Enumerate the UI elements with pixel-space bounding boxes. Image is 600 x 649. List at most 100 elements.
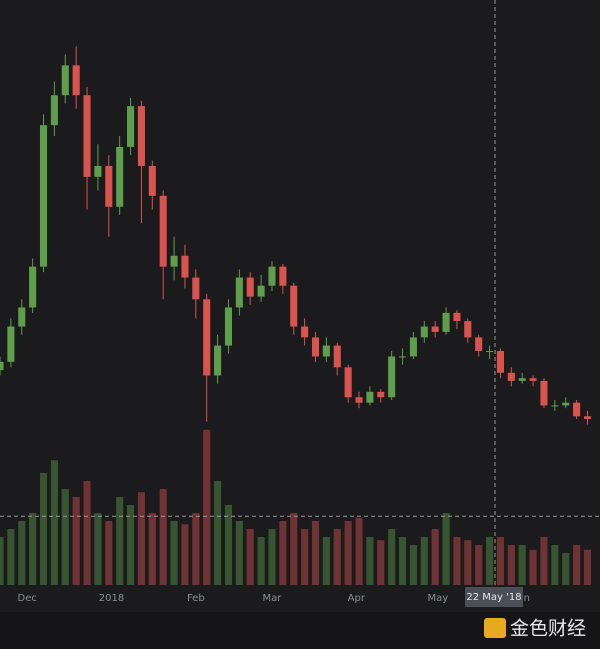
volume-bar	[50, 460, 58, 585]
volume-bar	[181, 524, 189, 585]
volume-bar	[83, 481, 91, 585]
volume-bar	[355, 517, 363, 585]
candle-body	[137, 106, 145, 166]
volume-bar	[529, 549, 537, 585]
candle-body	[94, 165, 102, 177]
x-tick-label: May	[428, 593, 449, 604]
volume-bar	[388, 529, 396, 585]
candle-body	[214, 345, 222, 376]
candle-body	[322, 345, 330, 357]
volume-bar	[192, 513, 200, 585]
volume-bar	[431, 529, 439, 585]
volume-bar	[464, 540, 472, 585]
volume-bar	[246, 529, 254, 585]
volume-bar	[344, 521, 352, 585]
candle-body	[105, 165, 113, 207]
candle-body	[170, 255, 178, 267]
volume-bar	[583, 549, 592, 585]
candle-body	[496, 351, 504, 373]
x-tick-label: Apr	[348, 593, 366, 604]
candle-body	[224, 307, 233, 346]
volume-bar	[170, 521, 178, 585]
volume-bar	[453, 537, 461, 585]
volume-bar	[366, 537, 374, 585]
candle-body	[192, 277, 200, 300]
volume-bar	[442, 513, 450, 585]
volume-bar	[409, 545, 417, 585]
candle-body	[246, 277, 254, 297]
volume-bar	[377, 540, 385, 585]
volume-bar	[573, 545, 581, 585]
volume-bar	[203, 429, 211, 585]
candle-body	[562, 402, 570, 406]
volume-bar	[518, 545, 526, 585]
candle-body	[72, 65, 80, 96]
volume-bar	[137, 492, 145, 585]
volume-bar	[290, 513, 298, 585]
volume-bar	[333, 529, 341, 585]
candle-body	[50, 95, 58, 126]
volume-bar	[39, 473, 48, 585]
candle-body	[583, 416, 592, 420]
candle-body	[333, 345, 341, 368]
volume-bar	[72, 497, 80, 585]
volume-bar	[420, 537, 428, 585]
volume-bar	[94, 513, 102, 585]
logo	[484, 618, 506, 638]
volume-bar	[562, 553, 570, 585]
candle-body	[181, 255, 189, 278]
candle-body	[83, 95, 91, 177]
candle-body	[540, 380, 548, 406]
volume-bar	[475, 545, 483, 585]
candle-body	[148, 165, 156, 196]
crosshair-label-box	[465, 587, 524, 607]
x-tick-label: 2018	[99, 593, 124, 604]
candle-body	[344, 367, 352, 398]
candle-body	[573, 402, 581, 417]
candle-body	[442, 312, 450, 332]
candle-body	[518, 378, 526, 381]
candle-body	[301, 326, 309, 338]
candle-body	[409, 337, 417, 357]
volume-bar	[551, 545, 559, 585]
candle-body	[355, 397, 363, 403]
candle-body	[0, 361, 4, 371]
candle-body	[507, 372, 515, 381]
volume-bar	[486, 537, 494, 585]
watermark-text: 金色财经	[510, 618, 586, 640]
candle-body	[399, 356, 407, 358]
candle-body	[39, 125, 48, 267]
volume-bar	[0, 537, 4, 585]
candle-body	[551, 405, 559, 407]
volume-bar	[29, 513, 37, 585]
volume-bar	[105, 521, 113, 585]
candle-body	[290, 285, 298, 327]
volume-bar	[148, 513, 156, 585]
candle-body	[235, 277, 243, 308]
candle-body	[257, 285, 265, 297]
volume-bar	[496, 537, 504, 585]
volume-bar	[507, 545, 515, 585]
volume-bar	[301, 529, 309, 585]
candle-body	[279, 266, 287, 286]
volume-bar	[399, 537, 407, 585]
x-tick-label: Feb	[187, 593, 205, 604]
candle-body	[486, 351, 494, 352]
volume-bar	[235, 521, 243, 585]
candle-body	[127, 106, 135, 147]
candle-body	[529, 378, 537, 381]
candle-body	[475, 337, 483, 351]
volume-bar	[311, 521, 320, 585]
volume-bar	[18, 521, 26, 585]
candle-body	[464, 321, 472, 338]
candle-body	[311, 337, 320, 357]
x-tick-label: Dec	[18, 593, 37, 604]
candle-body	[268, 266, 276, 286]
candle-body	[420, 326, 428, 338]
candle-body	[377, 391, 385, 398]
volume-bar	[214, 481, 222, 585]
volume-bar	[7, 529, 15, 585]
candle-body	[116, 146, 124, 207]
volume-bar	[322, 537, 330, 585]
